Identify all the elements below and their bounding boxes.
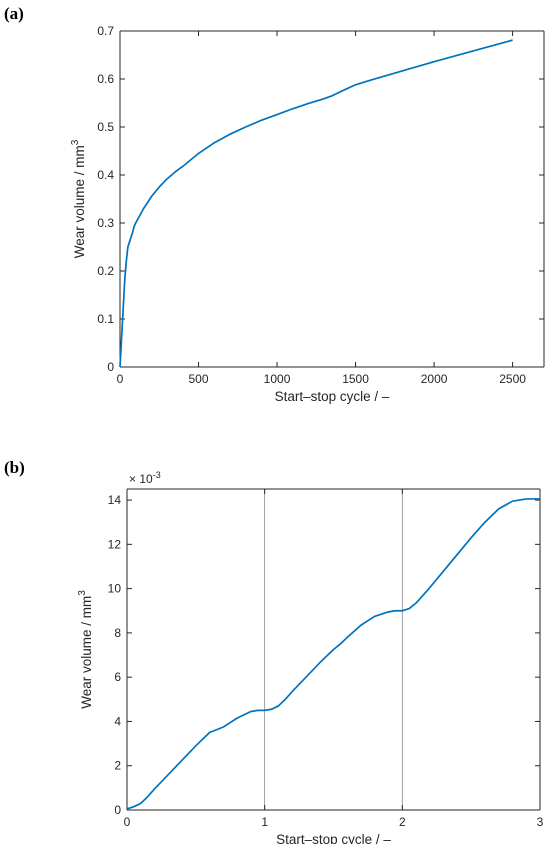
- chart-a-y-tick-label: 0.6: [97, 72, 114, 86]
- chart-b-x-tick-label: 3: [537, 815, 544, 829]
- chart-a-y-tick-label: 0.3: [97, 216, 114, 230]
- chart-b-y-tick-label: 0: [114, 803, 121, 817]
- chart-a-x-tick-label: 0: [117, 372, 124, 386]
- chart-a-x-tick-label: 1500: [342, 372, 369, 386]
- chart-a-x-axis-title: Start–stop cycle / –: [275, 389, 390, 404]
- chart-a-y-tick-label: 0.2: [97, 264, 114, 278]
- chart-b-y-tick-label: 10: [108, 582, 122, 596]
- chart-a-y-tick-label: 0.1: [97, 312, 114, 326]
- chart-b-x-tick-label: 0: [124, 815, 131, 829]
- panel-label-a: (a): [4, 4, 24, 23]
- chart-a-y-tick-label: 0.7: [97, 24, 114, 38]
- chart-a-x-tick-label: 500: [189, 372, 209, 386]
- chart-a-series-line-1: [119, 39, 513, 368]
- chart-a-y-tick-label: 0.5: [97, 120, 114, 134]
- chart-a-y-tick-label: 0.4: [97, 168, 114, 182]
- chart-a-x-tick-label: 2500: [499, 372, 526, 386]
- chart-b-x-tick-label: 1: [261, 815, 268, 829]
- chart-b-y-tick-label: 2: [114, 759, 121, 773]
- chart-b-y-tick-label: 4: [114, 714, 121, 728]
- chart-b-scale-factor: × 10-3: [129, 470, 161, 486]
- chart-b-x-axis-title: Start–stop cycle / –: [276, 832, 391, 844]
- chart-b-y-tick-label: 8: [114, 626, 121, 640]
- chart-a-y-tick-label: 0: [107, 360, 114, 374]
- chart-b-y-tick-label: 14: [108, 493, 122, 507]
- chart-b-y-tick-label: 6: [114, 670, 121, 684]
- chart-a-y-axis-title: Wear volume / mm3: [70, 139, 87, 258]
- chart-a-x-tick-label: 1000: [264, 372, 291, 386]
- chart-b-x-tick-label: 2: [399, 815, 406, 829]
- chart-a-x-tick-label: 2000: [421, 372, 448, 386]
- panel-label-b: (b): [4, 458, 25, 477]
- chart-b-y-tick-label: 12: [108, 537, 122, 551]
- chart-a: 0 500 1000 1500 2000 2500 0 0.1 0.2 0.3 0.4 0.5 0.6 0…: [70, 24, 545, 404]
- chart-b-y-axis-title: Wear volume / mm3: [77, 590, 94, 709]
- chart-b-series-line-1: [126, 498, 540, 810]
